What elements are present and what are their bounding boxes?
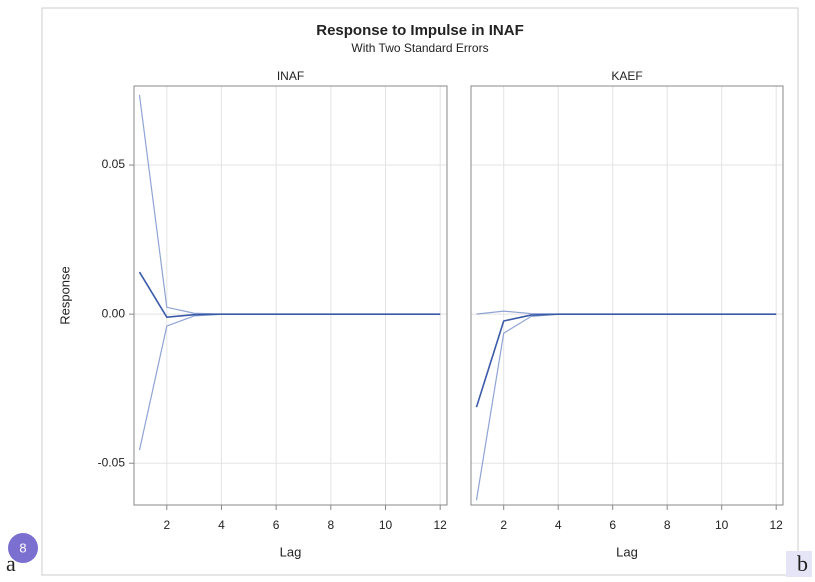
x-axis-label: Lag bbox=[616, 544, 638, 559]
x-axis-label: Lag bbox=[280, 544, 302, 559]
panel-title: KAEF bbox=[611, 69, 642, 83]
figure-frame bbox=[41, 7, 799, 576]
series-line bbox=[475, 313, 777, 408]
x-tick-label: 2 bbox=[500, 518, 507, 532]
x-tick-label: 4 bbox=[555, 518, 562, 532]
x-tick-label: 12 bbox=[433, 518, 447, 532]
plot-frame bbox=[133, 85, 448, 506]
x-tick-label: 12 bbox=[770, 518, 784, 532]
y-tick-label: -0.05 bbox=[98, 455, 126, 469]
badge bbox=[8, 533, 38, 563]
label-background bbox=[786, 551, 812, 577]
y-axis-label: Response bbox=[57, 266, 72, 325]
y-tick-label: 0.05 bbox=[102, 157, 126, 171]
x-tick-label: 8 bbox=[664, 518, 671, 532]
corner-label: b bbox=[797, 551, 808, 576]
x-tick-label: 2 bbox=[163, 518, 170, 532]
badge-number: 8 bbox=[19, 540, 26, 555]
x-tick-label: 10 bbox=[715, 518, 729, 532]
x-tick-label: 4 bbox=[218, 518, 225, 532]
series-line bbox=[138, 271, 441, 318]
chart-subtitle: With Two Standard Errors bbox=[351, 41, 488, 55]
panel-title: INAF bbox=[277, 69, 304, 83]
corner-label: a bbox=[6, 551, 16, 576]
x-tick-label: 8 bbox=[327, 518, 334, 532]
chart-title: Response to Impulse in INAF bbox=[316, 22, 524, 39]
x-tick-label: 6 bbox=[609, 518, 616, 532]
x-tick-label: 6 bbox=[273, 518, 280, 532]
plot-frame bbox=[470, 85, 784, 506]
x-tick-label: 10 bbox=[379, 518, 393, 532]
y-tick-label: 0.00 bbox=[102, 306, 126, 320]
